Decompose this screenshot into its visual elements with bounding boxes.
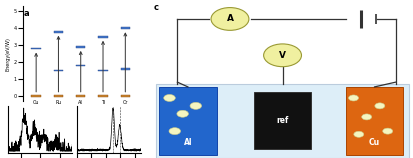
Circle shape — [163, 94, 175, 101]
Text: Cu: Cu — [368, 138, 379, 147]
Circle shape — [353, 131, 363, 137]
Text: Ti: Ti — [101, 100, 105, 105]
Circle shape — [176, 110, 188, 117]
Circle shape — [361, 114, 371, 120]
Circle shape — [169, 128, 180, 135]
Text: a: a — [24, 9, 29, 18]
Bar — [345, 87, 403, 155]
Circle shape — [190, 102, 201, 109]
Text: Ru: Ru — [55, 100, 62, 105]
Bar — [159, 87, 216, 155]
Bar — [156, 84, 408, 158]
Circle shape — [374, 103, 384, 109]
Text: Al: Al — [183, 138, 192, 147]
Circle shape — [382, 128, 392, 134]
Text: ref: ref — [276, 116, 288, 125]
Text: c: c — [153, 3, 158, 12]
Bar — [253, 92, 311, 149]
Text: Cu: Cu — [33, 100, 39, 105]
Text: Al: Al — [78, 100, 83, 105]
Circle shape — [211, 8, 248, 30]
Y-axis label: Energy(eV/W): Energy(eV/W) — [6, 37, 11, 71]
Text: Cr: Cr — [122, 100, 128, 105]
Circle shape — [348, 95, 358, 101]
Text: A: A — [226, 15, 233, 23]
Circle shape — [263, 44, 301, 67]
Text: V: V — [278, 51, 285, 60]
